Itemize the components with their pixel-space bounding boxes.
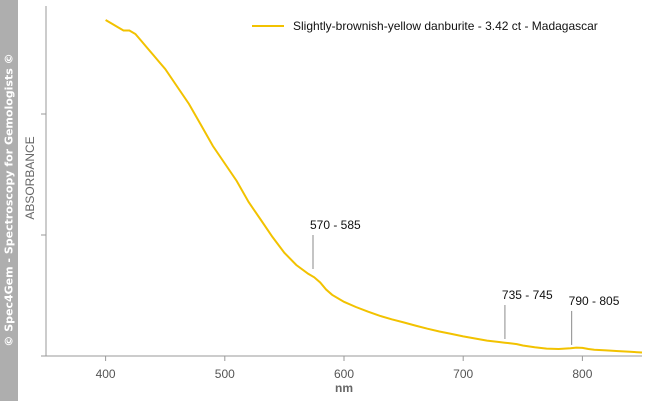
legend-entry: Slightly-brownish-yellow danburite - 3.4…: [293, 19, 598, 33]
copyright-sidebar: © Spec4Gem - Spectroscopy for Gemologist…: [0, 0, 18, 401]
annotation-label: 790 - 805: [569, 294, 620, 308]
x-tick-label: 700: [453, 367, 473, 381]
chart-axes: [45, 6, 642, 357]
series-line: [105, 19, 643, 354]
peak-annotations: 570 - 585 735 - 745 790 - 805: [310, 218, 620, 345]
y-axis-label: ABSORBANCE: [23, 136, 37, 219]
x-tick-label: 500: [215, 367, 235, 381]
x-tick-label: 400: [96, 367, 116, 381]
annotation-label: 735 - 745: [502, 288, 553, 302]
chart-legend: Slightly-brownish-yellow danburite - 3.4…: [252, 19, 598, 33]
y-ticks: [41, 113, 46, 357]
annotation-label: 570 - 585: [310, 218, 361, 232]
x-tick-label: 800: [572, 367, 592, 381]
x-axis-label: nm: [335, 381, 353, 395]
x-ticks: 400 500 600 700 800: [96, 356, 593, 381]
x-tick-label: 600: [334, 367, 354, 381]
